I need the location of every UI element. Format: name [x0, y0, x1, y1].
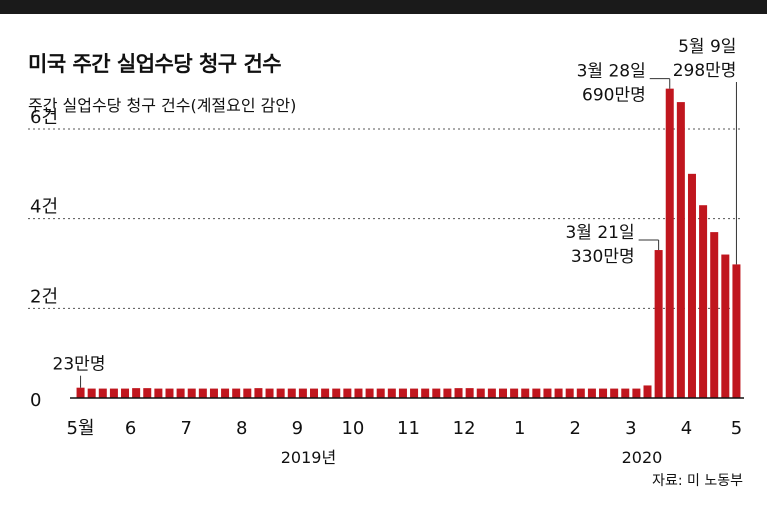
bar — [243, 388, 252, 398]
annotation-label: 23만명 — [53, 355, 106, 375]
bar — [654, 250, 663, 398]
bar — [287, 388, 296, 398]
bar — [521, 388, 530, 398]
bar — [143, 388, 152, 398]
x-tick-label: 10 — [341, 418, 364, 439]
y-tick-label: 2건 — [30, 286, 58, 307]
bar — [187, 388, 196, 398]
x-tick-label: 8 — [236, 418, 247, 439]
bar — [432, 388, 441, 398]
bar — [310, 388, 319, 398]
year-label: 2019년 — [281, 448, 336, 467]
annotation-label: 690만명 — [582, 86, 646, 106]
x-tick-label: 6 — [125, 418, 136, 439]
bar — [365, 388, 374, 398]
x-tick-label: 9 — [292, 418, 303, 439]
bar — [510, 388, 519, 398]
bar — [276, 388, 285, 398]
annotation-label: 5월 9일 — [678, 37, 736, 57]
bar — [465, 388, 474, 398]
bar — [87, 388, 96, 398]
chart-subtitle: 주간 실업수당 청구 건수(계절요인 감안) — [28, 96, 297, 115]
y-tick-label: 4건 — [30, 197, 58, 218]
annotation-label: 3월 28일 — [577, 62, 646, 82]
bar — [198, 388, 207, 398]
bar — [498, 388, 507, 398]
x-tick-label: 4 — [681, 418, 692, 439]
bar — [732, 264, 741, 398]
bar — [209, 388, 218, 398]
annotation-label: 298만명 — [673, 61, 737, 81]
year-label: 2020 — [622, 448, 663, 467]
bar — [565, 388, 574, 398]
x-tick-label: 12 — [453, 418, 476, 439]
top-bar — [0, 0, 767, 14]
bar — [421, 388, 430, 398]
bar — [476, 388, 485, 398]
bar — [676, 102, 685, 398]
bar — [298, 388, 307, 398]
annotation-label: 3월 21일 — [565, 223, 634, 243]
bar — [76, 387, 85, 398]
bar — [154, 388, 163, 398]
bar — [543, 388, 552, 398]
x-tick-label: 3 — [625, 418, 636, 439]
x-tick-label: 11 — [397, 418, 420, 439]
y-tick-label: 0 — [30, 390, 41, 411]
bar — [554, 388, 563, 398]
bar — [387, 388, 396, 398]
bar — [699, 205, 708, 398]
source-note: 자료: 미 노동부 — [652, 473, 743, 489]
x-tick-label: 1 — [514, 418, 525, 439]
bar — [587, 388, 596, 398]
x-tick-label: 5 — [731, 418, 742, 439]
bar — [98, 388, 107, 398]
bar — [232, 388, 241, 398]
x-tick-label: 2 — [570, 418, 581, 439]
bar — [599, 388, 608, 398]
bar — [443, 388, 452, 398]
bar — [165, 388, 174, 398]
bar — [109, 388, 118, 398]
bar — [221, 388, 230, 398]
bar — [176, 388, 185, 398]
bar — [410, 388, 419, 398]
bar — [398, 388, 407, 398]
bar — [576, 388, 585, 398]
bar — [665, 88, 674, 399]
bar — [332, 388, 341, 398]
x-tick-label: 5월 — [67, 418, 95, 439]
bar — [721, 254, 730, 398]
bar — [487, 388, 496, 398]
bar — [354, 388, 363, 398]
bar — [254, 388, 263, 398]
bar — [132, 388, 141, 398]
bar — [710, 232, 719, 398]
bar — [121, 388, 130, 398]
bar — [321, 388, 330, 398]
bar — [265, 388, 274, 398]
bar — [376, 388, 385, 398]
chart-title: 미국 주간 실업수당 청구 건수 — [28, 52, 282, 76]
bar — [454, 388, 463, 398]
bar — [687, 173, 696, 398]
bar — [610, 388, 619, 398]
bar — [621, 388, 630, 398]
x-tick-label: 7 — [180, 418, 191, 439]
bar — [643, 385, 652, 398]
y-tick-label: 6건 — [30, 107, 58, 128]
bar — [343, 388, 352, 398]
annotation-label: 330만명 — [571, 247, 635, 267]
bar — [632, 388, 641, 398]
bar — [532, 388, 541, 398]
